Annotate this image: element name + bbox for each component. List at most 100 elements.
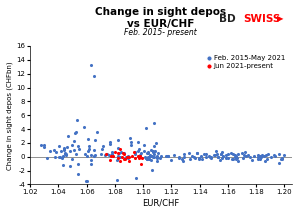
Text: ▶: ▶ (277, 14, 284, 23)
Point (244, 154, 248, 158)
Point (138, 154, 143, 158)
Point (124, 155, 128, 158)
Point (84, 179, 88, 183)
Point (231, 152, 236, 156)
Point (169, 159, 174, 162)
Point (85, 179, 90, 183)
Point (149, 148, 154, 151)
Point (126, 156, 131, 159)
Point (230, 157, 235, 161)
Point (112, 150, 117, 154)
Point (101, 145, 106, 148)
Point (116, 152, 121, 155)
Point (126, 155, 131, 158)
Point (132, 150, 137, 154)
Point (176, 155, 181, 159)
Point (207, 154, 212, 158)
Point (144, 157, 149, 161)
Point (226, 153, 231, 156)
Point (219, 150, 224, 153)
Point (219, 152, 224, 155)
Point (74, 152, 79, 155)
Point (209, 155, 214, 159)
Point (230, 157, 234, 160)
Point (125, 155, 130, 159)
Point (172, 153, 177, 157)
Point (75, 162, 80, 166)
Point (142, 149, 146, 153)
Point (146, 156, 151, 159)
Point (216, 155, 221, 159)
Point (115, 178, 119, 182)
Point (140, 156, 145, 160)
Point (234, 157, 239, 160)
Point (182, 155, 186, 158)
Point (100, 148, 104, 151)
Point (108, 140, 113, 144)
Text: SWISS: SWISS (244, 14, 281, 24)
Point (71, 148, 76, 151)
Point (256, 153, 260, 157)
Point (118, 159, 122, 163)
Point (65, 145, 70, 149)
Point (229, 151, 234, 154)
Point (58, 155, 63, 159)
Point (197, 157, 202, 160)
Point (239, 151, 244, 155)
Point (264, 154, 269, 157)
Point (86, 150, 91, 153)
Point (66, 135, 70, 138)
Point (87, 147, 92, 151)
Point (200, 157, 205, 161)
Point (115, 146, 120, 150)
Point (145, 157, 149, 161)
Point (214, 153, 219, 156)
Point (88, 63, 93, 66)
Point (195, 151, 200, 155)
Point (88, 158, 93, 162)
Point (137, 156, 142, 159)
Point (262, 159, 267, 163)
Point (193, 156, 197, 159)
Point (151, 150, 155, 153)
Point (152, 152, 156, 156)
Point (203, 155, 208, 158)
Point (225, 157, 230, 160)
Point (61, 163, 65, 166)
Point (276, 152, 281, 156)
Point (220, 154, 225, 158)
Point (190, 155, 194, 158)
Point (136, 147, 141, 150)
Point (139, 162, 144, 166)
Point (138, 151, 143, 155)
Point (86, 137, 91, 141)
Point (92, 138, 97, 141)
Point (152, 155, 157, 159)
Point (136, 154, 140, 158)
Point (177, 156, 182, 160)
Point (88, 153, 93, 156)
Point (70, 157, 74, 160)
Point (152, 144, 157, 148)
Point (122, 157, 127, 160)
Point (116, 156, 121, 159)
Point (133, 152, 137, 155)
Point (141, 143, 146, 147)
Point (280, 156, 284, 159)
Point (105, 152, 110, 156)
Point (99, 152, 103, 156)
Point (68, 149, 73, 153)
Point (63, 152, 68, 156)
Point (94, 130, 99, 134)
Point (59, 156, 64, 160)
Point (151, 149, 156, 152)
Point (62, 147, 67, 151)
Point (241, 157, 246, 160)
Point (204, 152, 209, 156)
Point (47, 149, 52, 152)
Point (110, 150, 115, 154)
Point (87, 144, 92, 148)
Point (272, 154, 277, 158)
Point (144, 157, 149, 160)
Point (91, 148, 96, 152)
